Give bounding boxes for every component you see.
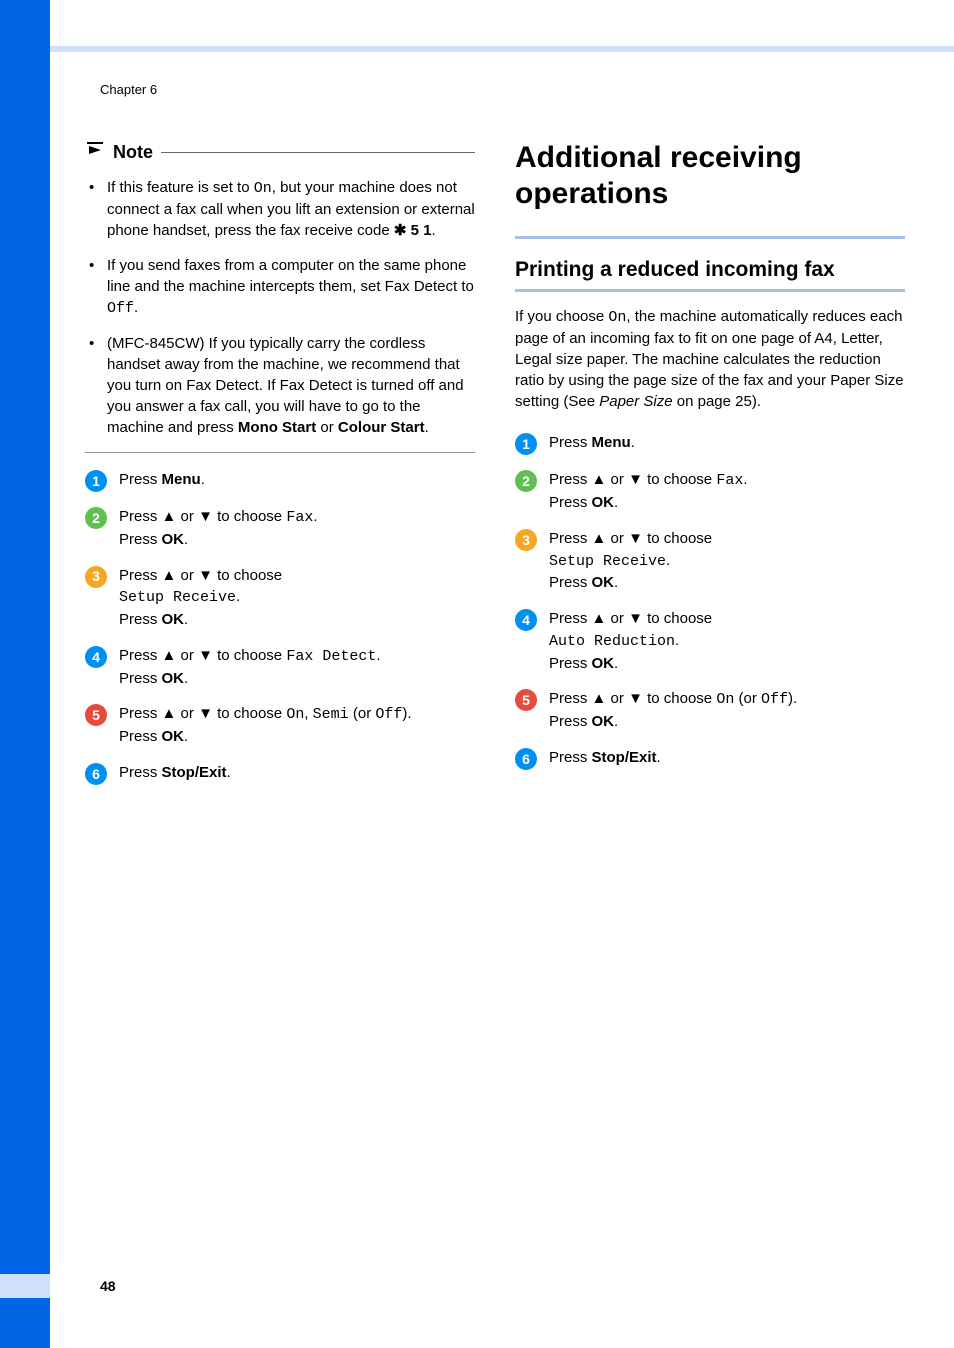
sidebar-stripe	[0, 0, 50, 1348]
note-bullet: If this feature is set to On, but your m…	[103, 177, 475, 241]
h2-rule	[515, 289, 905, 292]
step-body: Press Menu.	[549, 432, 905, 455]
page-number: 48	[100, 1278, 116, 1294]
step-item: 4 Press ▲ or ▼ to chooseAuto Reduction.Pr…	[515, 608, 905, 674]
step-body: Press ▲ or ▼ to choose Fax.Press OK.	[549, 469, 905, 514]
top-band	[50, 46, 954, 52]
step-badge: 4	[85, 646, 107, 668]
step-body: Press Stop/Exit.	[119, 762, 475, 785]
divider	[85, 452, 475, 453]
left-column: Note If this feature is set to On, but y…	[85, 140, 475, 799]
note-bullet: (MFC-845CW) If you typically carry the c…	[103, 333, 475, 438]
note-bullet: If you send faxes from a computer on the…	[103, 255, 475, 319]
note-header: Note	[85, 140, 475, 165]
step-item: 2 Press ▲ or ▼ to choose Fax.Press OK.	[85, 506, 475, 551]
page: Chapter 6 Note If this feature is set to…	[0, 0, 954, 1348]
step-badge: 5	[85, 704, 107, 726]
intro-paragraph: If you choose On, the machine automatica…	[515, 306, 905, 412]
step-item: 6 Press Stop/Exit.	[515, 747, 905, 770]
content-columns: Note If this feature is set to On, but y…	[85, 140, 905, 799]
step-body: Press Stop/Exit.	[549, 747, 905, 770]
step-badge: 4	[515, 609, 537, 631]
step-badge: 5	[515, 689, 537, 711]
heading-2: Printing a reduced incoming fax	[515, 257, 905, 283]
step-body: Press ▲ or ▼ to choose Fax.Press OK.	[119, 506, 475, 551]
step-item: 2 Press ▲ or ▼ to choose Fax.Press OK.	[515, 469, 905, 514]
step-body: Press Menu.	[119, 469, 475, 492]
step-body: Press ▲ or ▼ to choose On (or Off).Press…	[549, 688, 905, 733]
step-badge: 1	[515, 433, 537, 455]
step-body: Press ▲ or ▼ to chooseAuto Reduction.Pre…	[549, 608, 905, 674]
step-item: 6 Press Stop/Exit.	[85, 762, 475, 785]
step-item: 5 Press ▲ or ▼ to choose On, Semi (or Off…	[85, 703, 475, 748]
right-column: Additional receiving operations Printing…	[515, 140, 905, 799]
step-badge: 6	[515, 748, 537, 770]
step-item: 5 Press ▲ or ▼ to choose On (or Off).Pres…	[515, 688, 905, 733]
step-item: 3 Press ▲ or ▼ to chooseSetup Receive.Pre…	[85, 565, 475, 631]
step-badge: 2	[85, 507, 107, 529]
heading-1: Additional receiving operations	[515, 140, 905, 212]
step-badge: 2	[515, 470, 537, 492]
h1-rule	[515, 236, 905, 239]
chapter-label: Chapter 6	[100, 82, 157, 97]
note-label: Note	[113, 142, 153, 163]
note-rule	[161, 152, 475, 153]
step-body: Press ▲ or ▼ to chooseSetup Receive.Pres…	[549, 528, 905, 594]
step-item: 1 Press Menu.	[515, 432, 905, 455]
step-body: Press ▲ or ▼ to choose On, Semi (or Off)…	[119, 703, 475, 748]
footer-band	[0, 1274, 50, 1298]
right-steps: 1 Press Menu. 2 Press ▲ or ▼ to choose Fax.…	[515, 432, 905, 770]
step-item: 3 Press ▲ or ▼ to chooseSetup Receive.Pre…	[515, 528, 905, 594]
step-body: Press ▲ or ▼ to choose Fax Detect.Press …	[119, 645, 475, 690]
step-badge: 3	[85, 566, 107, 588]
step-body: Press ▲ or ▼ to chooseSetup Receive.Pres…	[119, 565, 475, 631]
note-bullets: If this feature is set to On, but your m…	[85, 177, 475, 438]
step-item: 1 Press Menu.	[85, 469, 475, 492]
step-item: 4 Press ▲ or ▼ to choose Fax Detect.Press…	[85, 645, 475, 690]
step-badge: 6	[85, 763, 107, 785]
step-badge: 3	[515, 529, 537, 551]
step-badge: 1	[85, 470, 107, 492]
left-steps: 1 Press Menu. 2 Press ▲ or ▼ to choose Fax.…	[85, 469, 475, 785]
pencil-icon	[85, 140, 105, 165]
